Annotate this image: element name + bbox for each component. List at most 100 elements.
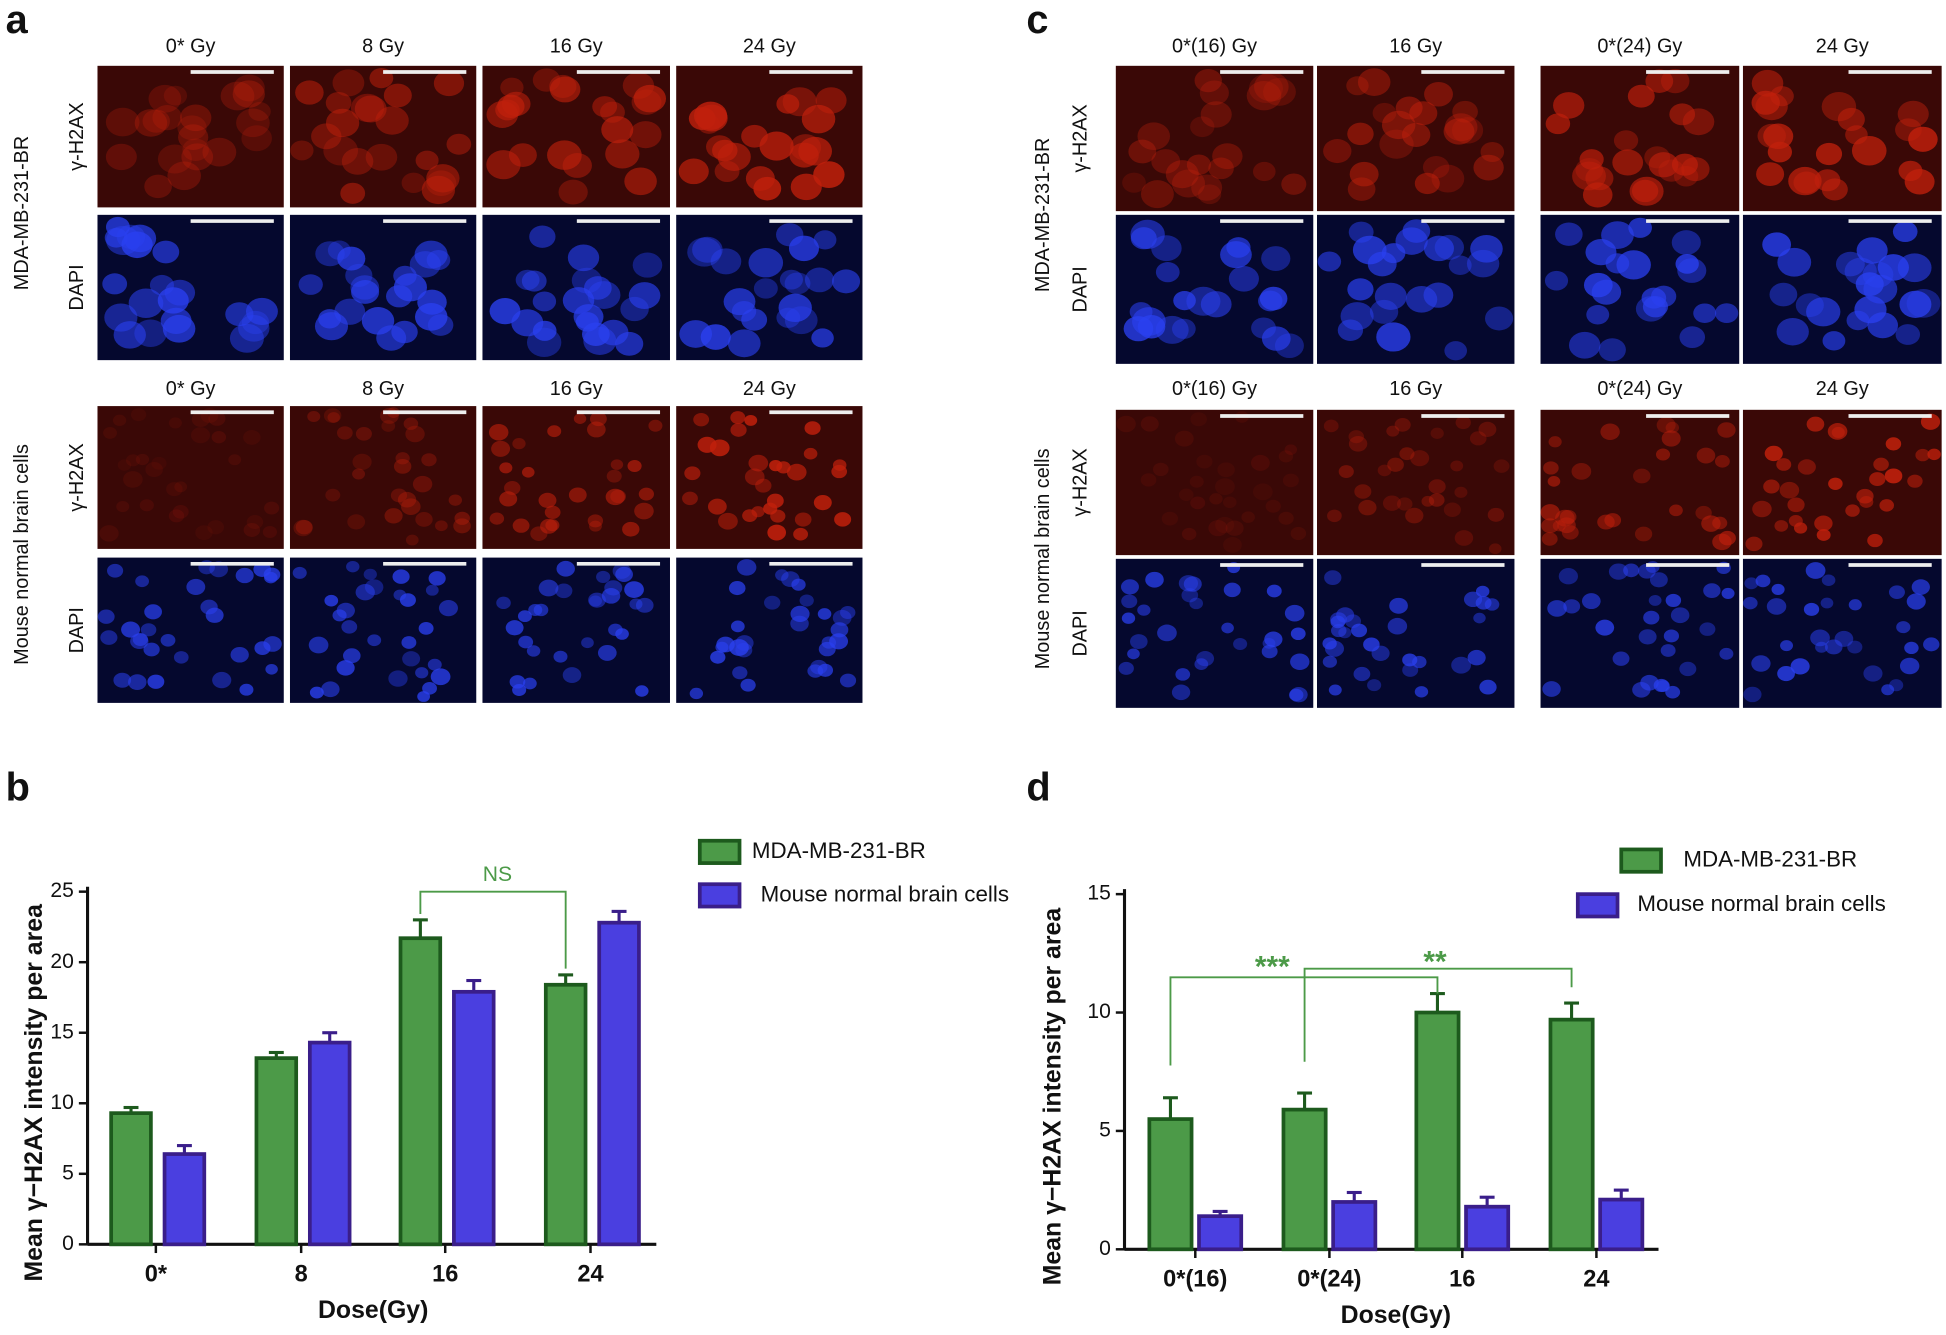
- bar: [452, 989, 496, 1247]
- nucleus: [608, 623, 623, 637]
- nucleus: [1455, 416, 1471, 430]
- nucleus: [1324, 640, 1345, 657]
- nucleus: [1671, 230, 1701, 255]
- nucleus: [422, 682, 437, 695]
- nucleus: [1466, 249, 1500, 278]
- nucleus: [689, 687, 704, 700]
- nucleus: [365, 143, 398, 171]
- nucleus: [152, 105, 183, 131]
- nucleus: [832, 609, 852, 626]
- micrograph: [1540, 409, 1740, 556]
- bar: [1414, 1010, 1461, 1252]
- nucleus: [399, 593, 416, 607]
- nucleus: [1743, 686, 1762, 703]
- nucleus: [1581, 593, 1601, 610]
- nucleus: [364, 579, 384, 596]
- nucleus: [1137, 122, 1171, 151]
- nucleus: [1847, 640, 1863, 654]
- nucleus: [562, 667, 582, 683]
- nucleus: [1895, 324, 1921, 345]
- nucleus: [262, 525, 278, 539]
- nucleus: [1559, 509, 1577, 524]
- nucleus: [1130, 219, 1165, 249]
- nucleus: [1347, 278, 1374, 301]
- nucleus: [1324, 570, 1342, 585]
- bar: [1598, 1197, 1645, 1252]
- nucleus: [1485, 306, 1514, 331]
- nucleus: [687, 237, 722, 267]
- nucleus: [1612, 149, 1644, 176]
- nucleus: [1693, 303, 1717, 323]
- nucleus: [1128, 139, 1157, 164]
- nucleus: [1198, 184, 1222, 205]
- nucleus: [635, 597, 654, 613]
- stain-label: γ-H2AX: [1069, 104, 1091, 172]
- nucleus: [588, 595, 602, 607]
- nucleus: [1788, 166, 1822, 196]
- nucleus: [128, 288, 164, 319]
- dose-label: 16 Gy: [1389, 35, 1442, 57]
- nucleus: [1661, 430, 1681, 447]
- nucleus: [731, 300, 757, 322]
- nucleus: [311, 123, 342, 150]
- nucleus: [1721, 587, 1735, 599]
- nucleus: [1178, 575, 1199, 592]
- bar: [109, 1111, 153, 1247]
- nucleus: [547, 140, 582, 170]
- stain-label: DAPI: [66, 607, 88, 653]
- nucleus: [735, 642, 753, 658]
- nucleus: [1828, 477, 1843, 490]
- nucleus: [1217, 462, 1235, 478]
- nucleus: [532, 291, 557, 312]
- nucleus: [438, 600, 458, 617]
- nucleus: [324, 594, 339, 607]
- nucleus: [426, 170, 457, 197]
- nucleus: [679, 320, 713, 348]
- nucleus: [355, 426, 372, 441]
- nucleus: [1634, 526, 1653, 542]
- nucleus: [1290, 627, 1306, 641]
- nucleus: [1642, 296, 1669, 318]
- nucleus: [1155, 262, 1180, 283]
- nucleus: [1682, 108, 1715, 136]
- nucleus: [1265, 499, 1281, 513]
- nucleus: [1190, 496, 1206, 510]
- nucleus: [315, 241, 345, 267]
- nucleus: [488, 423, 509, 441]
- nucleus: [243, 429, 261, 445]
- nucleus: [1640, 674, 1659, 691]
- nucleus: [1414, 172, 1440, 195]
- nucleus: [392, 569, 410, 584]
- nucleus: [186, 578, 206, 595]
- nucleus: [601, 587, 621, 604]
- nucleus: [815, 87, 847, 114]
- micrograph: [1742, 558, 1942, 708]
- nucleus: [1670, 607, 1690, 624]
- nucleus: [123, 224, 157, 253]
- stain-label: DAPI: [1069, 610, 1091, 656]
- nucleus: [776, 94, 800, 114]
- nucleus: [807, 664, 824, 678]
- nucleus: [497, 94, 525, 118]
- nucleus: [168, 417, 182, 429]
- bar: [1281, 1107, 1328, 1252]
- nucleus: [1660, 68, 1690, 94]
- nucleus: [1553, 92, 1585, 119]
- nucleus: [489, 512, 505, 525]
- nucleus: [1376, 322, 1411, 352]
- bar: [543, 982, 588, 1247]
- nucleus: [605, 139, 640, 169]
- nucleus: [1475, 585, 1490, 598]
- nucleus: [403, 417, 419, 430]
- nucleus: [1215, 516, 1235, 534]
- nucleus: [418, 622, 434, 635]
- nucleus: [1645, 561, 1660, 573]
- nucleus: [1241, 511, 1255, 523]
- nucleus: [1895, 118, 1922, 142]
- nucleus: [132, 632, 149, 646]
- nucleus: [486, 150, 521, 180]
- nucleus: [748, 248, 784, 278]
- nucleus: [243, 522, 261, 537]
- nucleus: [1454, 486, 1468, 498]
